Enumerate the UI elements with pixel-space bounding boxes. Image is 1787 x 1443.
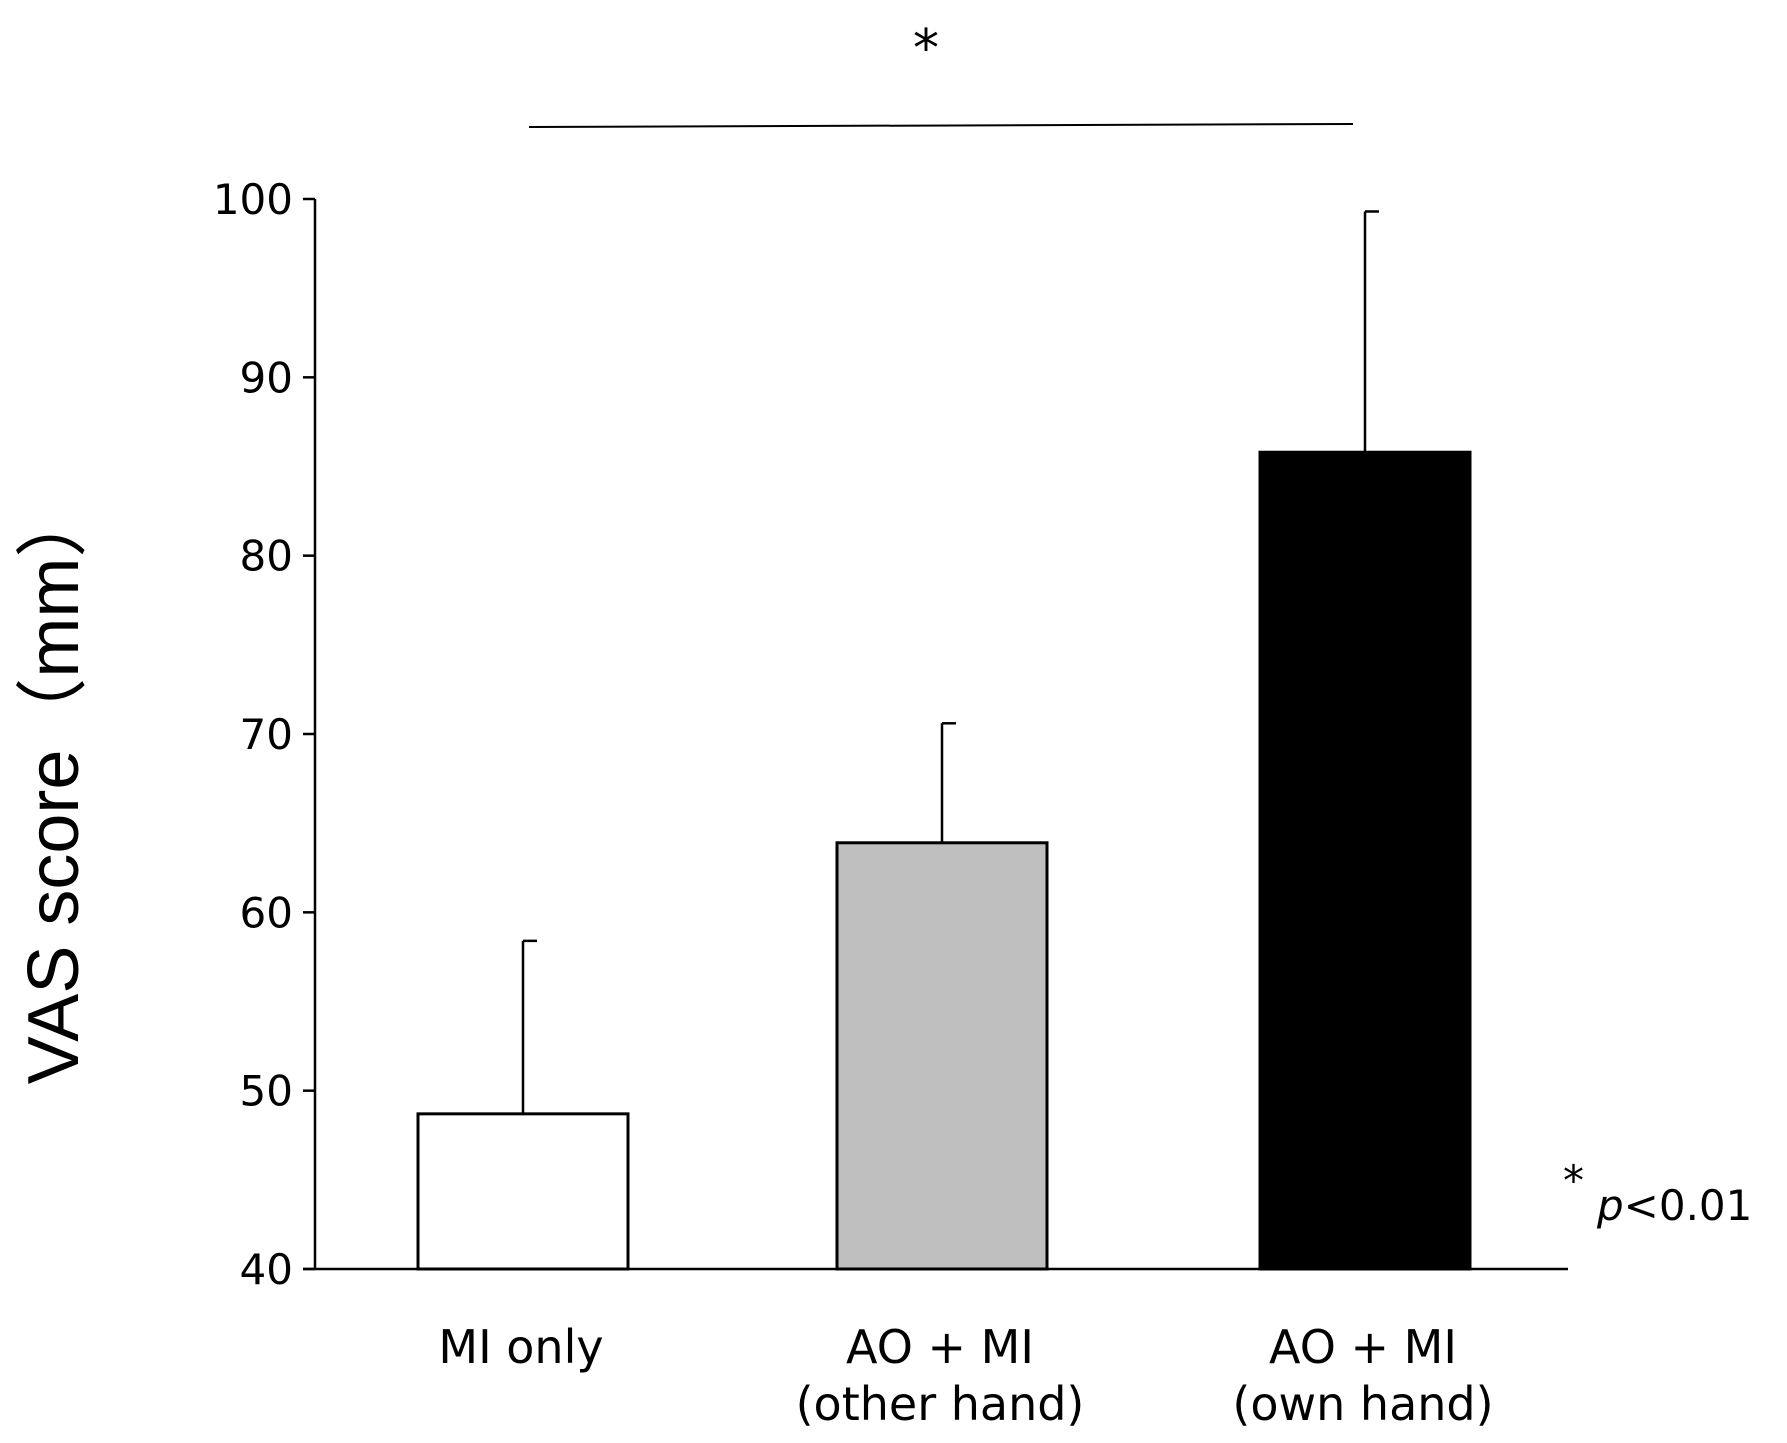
y-tick-label: 60: [240, 888, 293, 937]
x-category-label: MI only: [438, 1320, 603, 1374]
significance-line: [528, 123, 1354, 128]
significance-annotation: **p<0.01: [528, 19, 1752, 1230]
significance-star: *: [913, 19, 939, 79]
x-axis-labels: MI only AO + MI(other hand)AO + MI(own ha…: [438, 1320, 1493, 1431]
x-category-label: (own hand): [1232, 1377, 1493, 1431]
error-bars: [521, 210, 1379, 1114]
x-category-label: AO + MI: [846, 1320, 1034, 1374]
bars: [416, 450, 1472, 1271]
p-value-note: p<0.01: [1596, 1181, 1752, 1230]
y-tick-label: 50: [240, 1067, 293, 1116]
y-axis-label: VAS score（mm）: [14, 486, 94, 1085]
y-tick-label: 90: [240, 353, 293, 402]
bar-3: [1258, 450, 1472, 1271]
y-tick-label: 100: [213, 175, 293, 224]
x-category-label: AO + MI: [1269, 1320, 1457, 1374]
y-axis-ticks: 40 50 60 70 80 90 100: [213, 175, 315, 1294]
bar-1: [416, 1112, 630, 1271]
bar-2: [835, 841, 1049, 1271]
x-category-label: (other hand): [796, 1377, 1085, 1431]
y-tick-label: 40: [240, 1245, 293, 1294]
p-note-star: *: [1563, 1156, 1584, 1205]
y-tick-label: 80: [240, 532, 293, 581]
y-tick-label: 70: [240, 710, 293, 759]
